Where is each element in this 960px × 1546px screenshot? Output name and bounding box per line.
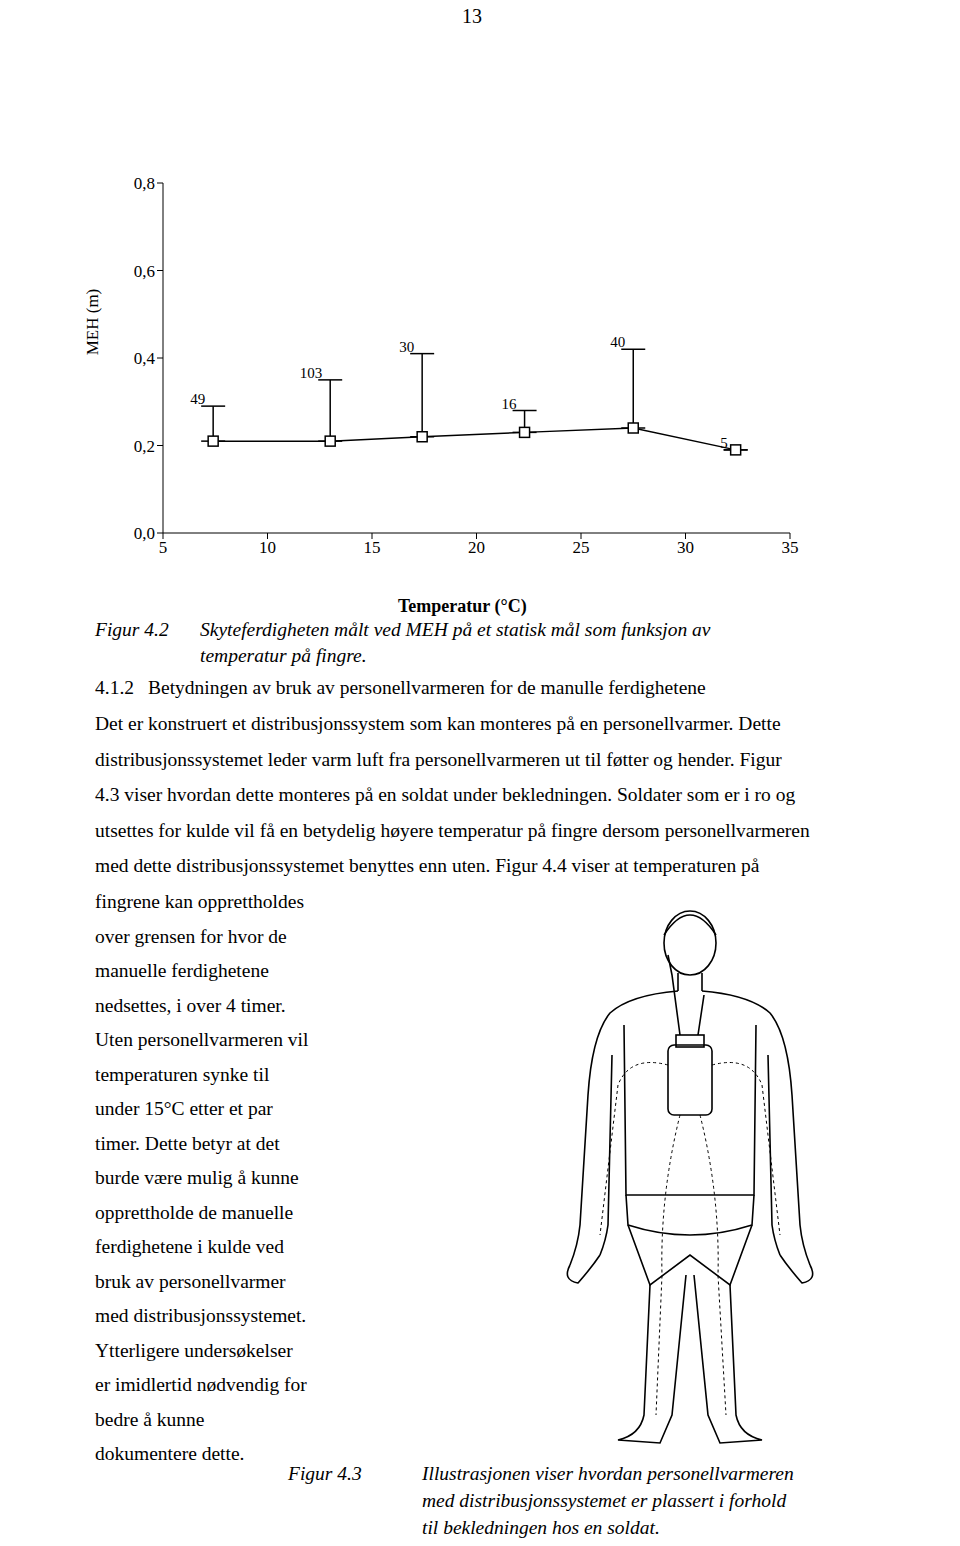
svg-text:10: 10 [259,538,276,557]
svg-text:25: 25 [573,538,590,557]
html-text:MEH (m): MEH (m) [83,288,103,356]
html-text:13: 13 [462,5,482,27]
html-text:under 15°C etter et par: under 15°C etter et par [95,1098,273,1119]
svg-text:5: 5 [720,435,728,451]
html-text:dokumentere dette.: dokumentere dette. [95,1443,245,1464]
html-text:Figur 4.3: Figur 4.3 [288,1463,362,1484]
html-text:Temperatur (°C): Temperatur (°C) [398,596,527,616]
html-text:nedsettes, i over 4 timer.: nedsettes, i over 4 timer. [95,994,286,1016]
svg-text:103: 103 [300,365,323,381]
html-text:Det er konstruert et distribus: Det er konstruert et distribusjonssystem… [95,713,781,734]
html-text:med dette distribusjonssysteme: med dette distribusjonssystemet benyttes… [95,855,760,876]
html-text:fingrene kan opprettholdes: fingrene kan opprettholdes [95,891,304,912]
html-text:er imidlertid nødvendig for: er imidlertid nødvendig for [95,1374,307,1395]
html-text:temperatur på fingre.: temperatur på fingre. [200,645,367,666]
svg-text:16: 16 [502,396,518,412]
html-text:med distribusjonssystemet.: med distribusjonssystemet. [95,1305,307,1326]
html-text:burde være mulig å kunne: burde være mulig å kunne [95,1167,299,1188]
html-text:4.1.2: 4.1.2 [95,677,134,698]
html-text:Figur 4.2: Figur 4.2 [95,619,169,640]
html-text:Illustrasjonen viser hvordan p: Illustrasjonen viser hvordan personellva… [422,1463,794,1484]
html-text:bedre å kunne: bedre å kunne [95,1408,205,1430]
html-text:til bekledningen hos en soldat: til bekledningen hos en soldat. [422,1517,660,1538]
html-text:ferdighetene i kulde ved: ferdighetene i kulde ved [95,1236,284,1257]
html-text:utsettes for kulde vil få en b: utsettes for kulde vil få en betydelig h… [95,819,810,841]
svg-text:0,6: 0,6 [134,262,155,281]
svg-text:0,2: 0,2 [134,437,155,456]
html-text:manuelle ferdighetene: manuelle ferdighetene [95,960,269,981]
html-text:med distribusjonssystemet er p: med distribusjonssystemet er plassert i … [422,1490,787,1511]
svg-text:40: 40 [610,334,625,350]
html-text:Ytterligere undersøkelser: Ytterligere undersøkelser [95,1339,293,1361]
html-text:Betydningen av bruk av persone: Betydningen av bruk av personellvarmeren… [148,677,706,698]
html-text:over grensen for hvor de: over grensen for hvor de [95,925,287,947]
svg-text:5: 5 [159,538,168,557]
svg-text:0,4: 0,4 [134,349,156,368]
svg-text:20: 20 [468,538,485,557]
svg-text:49: 49 [190,391,205,407]
html-text:4.3 viser hvordan dette monter: 4.3 viser hvordan dette monteres på en s… [95,784,796,805]
html-text:bruk av personellvarmer: bruk av personellvarmer [95,1270,286,1292]
svg-text:30: 30 [677,538,694,557]
html-text:Uten personellvarmeren vil: Uten personellvarmeren vil [95,1029,309,1050]
html-text:opprettholde de manuelle: opprettholde de manuelle [95,1201,294,1223]
html-text:timer. Dette betyr at det: timer. Dette betyr at det [95,1132,280,1154]
svg-text:0,0: 0,0 [134,524,155,543]
svg-text:0,8: 0,8 [134,174,155,193]
svg-text:15: 15 [364,538,381,557]
html-text:Skyteferdigheten målt ved MEH: Skyteferdigheten målt ved MEH på et stat… [200,619,711,640]
svg-text:30: 30 [399,339,414,355]
html-text:temperaturen synke til: temperaturen synke til [95,1063,270,1085]
html-text:distribusjonssystemet leder va: distribusjonssystemet leder varm luft fr… [95,748,782,770]
svg-text:35: 35 [782,538,799,557]
